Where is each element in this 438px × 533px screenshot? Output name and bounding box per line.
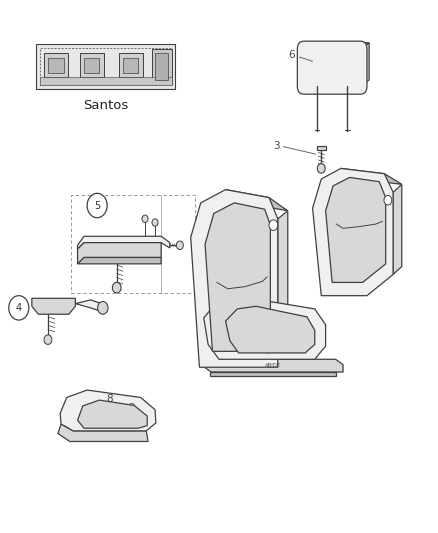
FancyBboxPatch shape [80,53,104,77]
Polygon shape [360,43,369,86]
Polygon shape [78,236,170,249]
Polygon shape [341,168,402,184]
Circle shape [9,296,29,320]
Text: 5: 5 [94,200,100,211]
Text: 6: 6 [289,51,295,60]
Text: 1: 1 [206,269,213,279]
Text: 8: 8 [106,394,113,403]
FancyBboxPatch shape [152,49,172,84]
FancyBboxPatch shape [84,58,99,73]
FancyBboxPatch shape [48,58,64,73]
FancyBboxPatch shape [119,53,143,77]
FancyBboxPatch shape [36,44,176,89]
Circle shape [177,241,184,249]
Polygon shape [393,184,402,274]
Text: 4: 4 [16,303,22,313]
Polygon shape [226,190,288,211]
Circle shape [318,164,325,173]
Circle shape [113,282,121,293]
Polygon shape [204,297,325,359]
Circle shape [98,302,108,314]
Polygon shape [191,190,278,367]
Circle shape [384,196,392,205]
Polygon shape [204,359,343,372]
Text: 3: 3 [273,141,280,151]
Polygon shape [78,400,147,428]
Circle shape [142,215,148,222]
Polygon shape [278,211,288,367]
FancyBboxPatch shape [40,77,172,85]
Polygon shape [205,203,270,351]
FancyBboxPatch shape [155,53,168,80]
Polygon shape [304,43,369,49]
Polygon shape [210,372,336,376]
Circle shape [44,335,52,344]
Text: ABIDE: ABIDE [265,363,281,368]
Circle shape [87,193,107,217]
Polygon shape [75,300,102,312]
Circle shape [152,219,158,226]
Polygon shape [313,168,393,296]
Polygon shape [58,424,148,441]
FancyBboxPatch shape [44,53,68,77]
Text: 2: 2 [128,403,134,413]
Polygon shape [317,146,325,150]
Polygon shape [78,257,161,264]
Circle shape [269,220,278,230]
Polygon shape [78,243,161,264]
Polygon shape [60,390,156,431]
FancyBboxPatch shape [297,41,367,94]
Polygon shape [32,298,75,314]
Polygon shape [211,359,322,370]
Polygon shape [325,177,386,282]
Text: Santos: Santos [83,100,128,112]
Text: 7: 7 [231,240,237,250]
Polygon shape [226,306,315,353]
FancyBboxPatch shape [123,58,138,73]
